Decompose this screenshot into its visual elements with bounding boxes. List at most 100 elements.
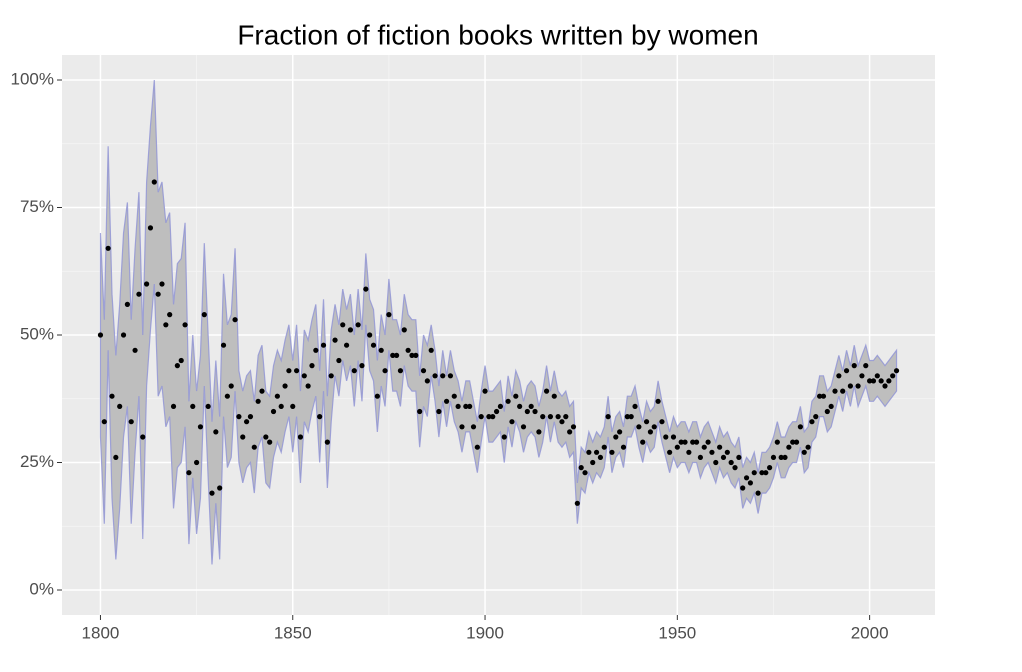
point [320, 342, 327, 348]
y-tick-label: 50% [20, 324, 54, 343]
point [870, 378, 877, 384]
point [194, 459, 200, 466]
point [517, 403, 523, 410]
point [728, 459, 734, 466]
point [701, 444, 707, 450]
point [536, 429, 542, 435]
point [613, 434, 619, 440]
point [840, 388, 846, 394]
point [582, 470, 588, 476]
point [301, 373, 307, 379]
point [305, 383, 311, 389]
point [390, 352, 396, 359]
point [659, 419, 665, 425]
x-tick-label: 1850 [274, 623, 312, 642]
chart-title: Fraction of fiction books written by wom… [237, 19, 758, 50]
point [436, 408, 442, 415]
point [105, 245, 111, 251]
point [713, 459, 719, 466]
point [97, 332, 104, 338]
point [343, 342, 350, 348]
point [751, 470, 757, 476]
point [847, 383, 853, 389]
point [640, 439, 646, 445]
point [243, 419, 250, 425]
point [586, 449, 592, 455]
point [678, 439, 684, 445]
point [763, 470, 769, 476]
point [209, 490, 215, 496]
point [655, 398, 661, 404]
point [324, 439, 330, 445]
point [151, 179, 157, 185]
point [786, 444, 792, 450]
point [605, 414, 611, 420]
point [874, 373, 880, 379]
point [617, 429, 623, 435]
x-tick-label: 2000 [851, 623, 889, 642]
point [459, 424, 465, 430]
point [705, 439, 711, 445]
point [697, 454, 704, 461]
point [155, 291, 161, 297]
point [797, 424, 803, 430]
point [551, 393, 557, 399]
point [397, 368, 404, 374]
point [355, 322, 361, 328]
point [240, 434, 246, 440]
point [405, 347, 411, 353]
point [828, 403, 834, 410]
point [747, 480, 754, 486]
point [374, 393, 380, 399]
point [432, 373, 438, 379]
point [740, 485, 746, 491]
point [167, 311, 173, 318]
point [286, 368, 292, 374]
point [547, 414, 554, 420]
point [474, 444, 480, 450]
x-tick-label: 1800 [82, 623, 120, 642]
point [717, 444, 723, 450]
point [351, 368, 357, 374]
point [674, 444, 680, 450]
point [451, 393, 457, 399]
point [309, 363, 315, 369]
y-tick-label: 0% [29, 579, 54, 598]
point [101, 419, 107, 425]
point [520, 424, 527, 430]
point [755, 490, 761, 496]
point [555, 414, 561, 420]
point [882, 383, 888, 389]
point [736, 454, 742, 461]
y-tick-label: 100% [11, 69, 54, 88]
point [593, 449, 600, 455]
point [732, 465, 738, 471]
point [417, 408, 423, 415]
point [470, 424, 477, 430]
point [163, 322, 169, 328]
point [632, 403, 638, 410]
point [509, 419, 515, 425]
point [774, 439, 780, 445]
point [682, 439, 688, 445]
point [563, 414, 569, 420]
point [178, 357, 184, 364]
point [597, 454, 604, 461]
point [490, 414, 496, 420]
point [455, 403, 461, 410]
point [624, 414, 630, 420]
point [313, 347, 319, 353]
point [182, 322, 188, 328]
point [724, 449, 730, 455]
y-tick-label: 25% [20, 452, 54, 471]
point [159, 281, 165, 287]
point [124, 301, 130, 307]
point [609, 449, 615, 455]
point [824, 408, 830, 415]
point [574, 500, 580, 506]
point [205, 403, 211, 410]
point [293, 368, 300, 374]
point [263, 434, 269, 440]
point [578, 465, 584, 471]
